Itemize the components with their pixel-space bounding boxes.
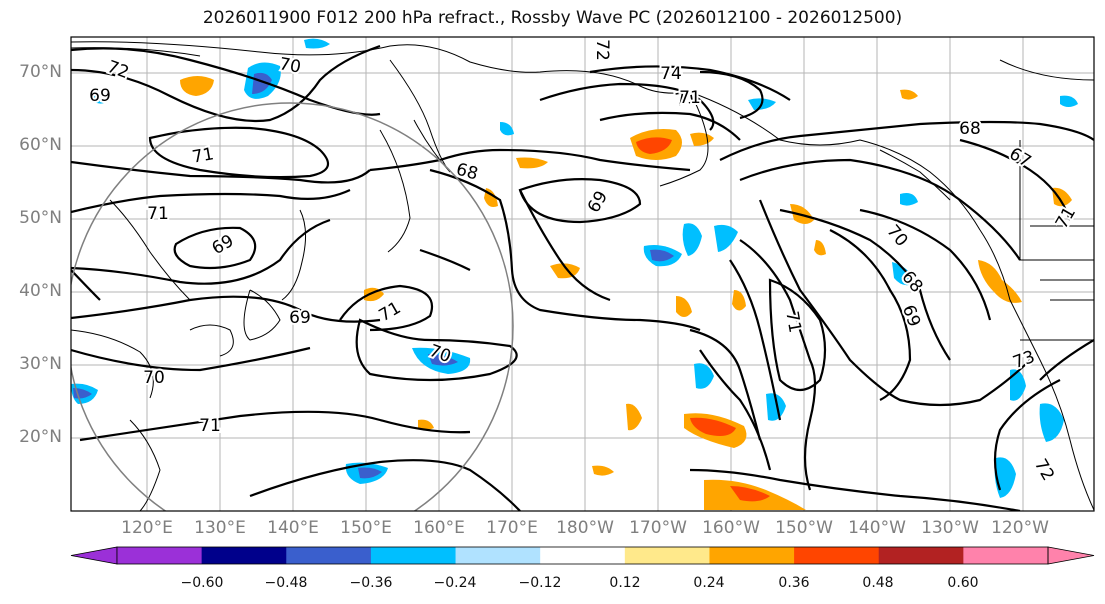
colorbar-segment [201, 547, 287, 564]
positive-anomaly-patch [516, 157, 548, 169]
positive-anomaly-patch [676, 296, 692, 317]
contour-label: 72 [592, 39, 612, 61]
colorbar-tick-label: 0.60 [947, 575, 979, 591]
negative-anomaly-patch [94, 94, 110, 104]
colorbar-segment [794, 547, 880, 564]
negative-anomaly-patch [304, 38, 330, 49]
lat-label: 50°N [19, 208, 62, 228]
contour-label: 71 [147, 204, 169, 224]
contour-label: 71 [781, 310, 804, 335]
positive-anomaly-patch [592, 465, 614, 476]
negative-anomaly-patch [714, 224, 738, 252]
lon-label: 150°W [775, 518, 833, 538]
colorbar-segment [286, 547, 372, 564]
lat-label: 40°N [19, 281, 62, 301]
contour-label: 74 [660, 64, 682, 84]
negative-anomaly-patch [1039, 403, 1064, 442]
colorbar-tick-label: 0.36 [778, 575, 810, 591]
positive-anomaly-patch [732, 290, 746, 311]
map-plot-area [71, 37, 1094, 511]
lat-label: 60°N [19, 135, 62, 155]
colorbar-tick-label: −0.24 [433, 575, 477, 591]
negative-anomaly-patch [900, 193, 918, 206]
colorbar-tick-label: 0.12 [609, 575, 641, 591]
colorbar-segment [455, 547, 541, 564]
lon-label: 130°W [921, 518, 979, 538]
positive-anomaly-patch [180, 76, 214, 96]
lon-label: 130°E [194, 518, 246, 538]
lon-label: 120°W [991, 518, 1049, 538]
map-title: 2026011900 F012 200 hPa refract., Rossby… [202, 8, 903, 28]
colorbar-right-extend [1047, 546, 1095, 565]
negative-anomaly-patch [694, 363, 714, 389]
positive-anomaly-patch [900, 89, 918, 100]
contour-label: 70 [278, 54, 303, 77]
coastlines [71, 41, 1094, 511]
positive-anomaly-patch [626, 403, 642, 431]
negative-anomaly-patch [358, 467, 382, 479]
colorbar-tick-label: −0.48 [264, 575, 308, 591]
contour-label: 68 [959, 119, 981, 139]
colorbar-segment [878, 547, 964, 564]
lat-label: 70°N [19, 62, 62, 82]
colorbar-segment [117, 547, 203, 564]
colorbar-tick-label: −0.36 [349, 575, 393, 591]
colorbar-segment [540, 547, 626, 564]
positive-anomaly-patch [814, 240, 826, 256]
lon-label: 120°E [121, 518, 173, 538]
negative-anomaly-patch [428, 354, 458, 366]
colorbar-segment [963, 547, 1049, 564]
colorbar-tick-label: 0.48 [862, 575, 894, 591]
lon-label: 150°E [340, 518, 392, 538]
map-frame [70, 36, 1095, 512]
positive-anomaly-patch [978, 260, 1022, 303]
negative-anomaly-patch [892, 262, 916, 286]
negative-anomaly-patch [500, 122, 514, 136]
lon-label: 140°W [848, 518, 906, 538]
colorbar-tick-label: 0.24 [693, 575, 725, 591]
contour-label: 71 [199, 416, 221, 436]
anomaly-shading [71, 38, 1078, 510]
lon-label: 140°E [267, 518, 319, 538]
lon-label: 170°W [629, 518, 687, 538]
colorbar-segment [709, 547, 795, 564]
colorbar [70, 546, 1095, 565]
contour-label: 71 [191, 144, 216, 167]
negative-anomaly-patch [650, 249, 674, 262]
lat-label: 30°N [19, 354, 62, 374]
positive-anomaly-patch [1052, 187, 1072, 207]
colorbar-tick-label: −0.12 [518, 575, 562, 591]
colorbar-tick-label: −0.60 [180, 575, 224, 591]
negative-anomaly-patch [766, 393, 786, 421]
colorbar-segment [624, 547, 710, 564]
lon-label: 160°E [413, 518, 465, 538]
lon-label: 170°E [486, 518, 538, 538]
contour-label: 71 [679, 88, 701, 108]
positive-anomaly-patch [418, 419, 434, 430]
positive-anomaly-patch [690, 417, 736, 436]
colorbar-left-extend [70, 546, 118, 565]
lon-label: 160°W [702, 518, 760, 538]
colorbar-segment [370, 547, 457, 564]
contour-label: 70 [143, 368, 165, 388]
great-circle-outline [71, 102, 514, 511]
positive-anomaly-patch [730, 486, 770, 502]
contour-label: 69 [89, 86, 111, 106]
contour-label: 69 [289, 308, 311, 328]
lat-label: 20°N [19, 427, 62, 447]
negative-anomaly-patch [1060, 95, 1078, 107]
lon-label: 180°W [556, 518, 614, 538]
colorbar-frame [116, 546, 1049, 565]
negative-anomaly-patch [252, 72, 272, 94]
negative-anomaly-patch [1010, 369, 1026, 401]
negative-anomaly-patch [682, 223, 702, 256]
refractivity-contours [71, 44, 1094, 511]
positive-anomaly-patch [636, 137, 672, 154]
